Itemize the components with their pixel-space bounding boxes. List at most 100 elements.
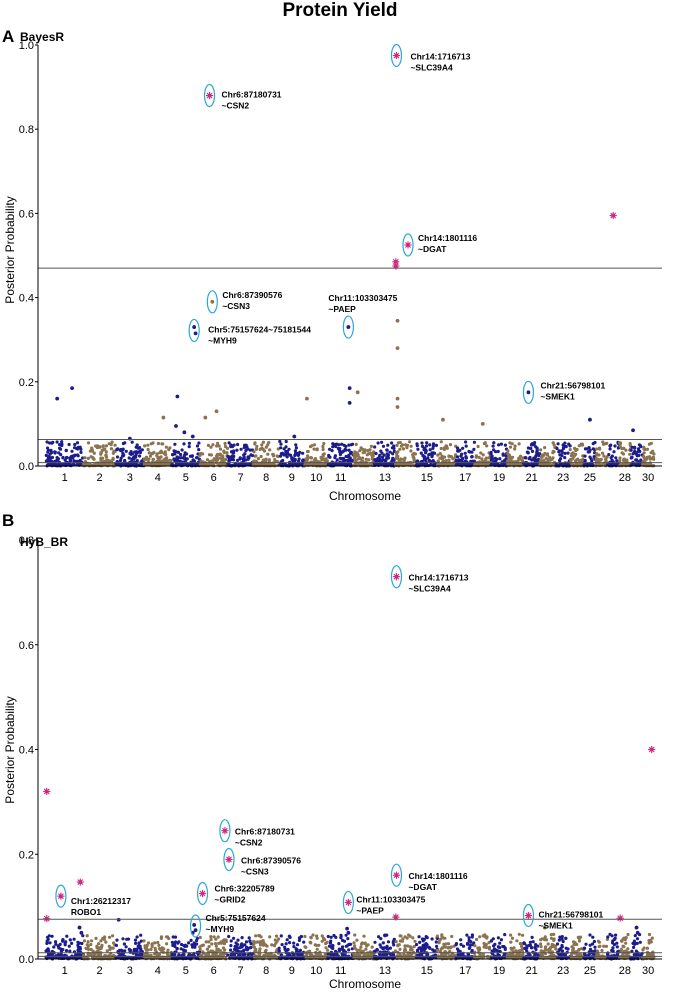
snp-point — [424, 451, 428, 455]
snp-peak-point — [480, 422, 485, 426]
snp-point — [596, 953, 600, 957]
snp-point — [118, 948, 122, 952]
panel-b-y-axis-label: Posterior Probability — [3, 696, 17, 803]
snp-point — [409, 444, 413, 448]
snp-point — [433, 949, 437, 953]
annotation-gene: ~PAEP — [328, 304, 356, 314]
x-tick-label: 25 — [584, 472, 596, 484]
snp-point — [145, 457, 149, 461]
snp-point — [554, 462, 558, 466]
snp-point — [597, 446, 602, 450]
snp-point — [68, 938, 72, 942]
annotation-label: Chr11:103303475 — [356, 894, 425, 904]
snp-point — [632, 939, 637, 943]
snp-point — [379, 449, 383, 453]
snp-point — [276, 447, 280, 451]
snp-point — [350, 442, 355, 446]
snp-point — [232, 443, 236, 447]
snp-point — [254, 454, 258, 458]
snp-point — [180, 942, 184, 947]
snp-point — [583, 454, 587, 458]
snp-point — [182, 456, 186, 460]
snp-point — [379, 937, 383, 941]
snp-point — [619, 939, 624, 943]
snp-point — [116, 447, 120, 451]
snp-point — [171, 935, 175, 939]
snp-point — [101, 448, 106, 452]
annotation-ring — [390, 43, 403, 68]
snp-point — [321, 447, 325, 452]
snp-point — [266, 452, 270, 456]
snp-point — [430, 451, 434, 455]
annotation-ring — [55, 884, 67, 908]
snp-point — [373, 940, 377, 944]
snp-peak-point — [182, 430, 187, 435]
snp-point — [552, 937, 556, 941]
snp-point — [531, 462, 535, 466]
snp-point — [236, 442, 240, 447]
x-tick-label: 4 — [155, 965, 161, 977]
snp-point — [390, 441, 394, 445]
snp-point — [243, 452, 247, 456]
snp-point — [368, 451, 372, 455]
snp-point — [388, 463, 392, 467]
snp-point — [319, 462, 323, 467]
snp-point — [535, 452, 539, 457]
snp-point — [240, 945, 244, 949]
snp-point — [393, 949, 398, 953]
snp-point — [221, 456, 225, 461]
snp-point — [524, 456, 528, 460]
snp-point — [212, 457, 216, 461]
snp-point — [368, 448, 372, 452]
snp-point — [45, 939, 49, 943]
snp-point — [628, 452, 632, 456]
snp-point — [460, 457, 464, 461]
snp-point — [427, 458, 431, 462]
snp-point — [401, 447, 405, 451]
snp-point — [179, 452, 183, 457]
snp-point — [399, 457, 403, 461]
snp-point — [602, 454, 606, 458]
snp-point — [244, 940, 249, 944]
snp-point — [405, 462, 410, 466]
snp-point — [122, 942, 126, 946]
x-tick-label: 21 — [526, 472, 538, 484]
snp-point — [467, 449, 471, 454]
snp-point — [531, 940, 535, 944]
annotation-gene: ~CSN2 — [222, 101, 250, 111]
snp-point — [155, 452, 159, 456]
snp-point — [284, 942, 288, 946]
snp-point — [340, 938, 345, 943]
snp-peak-point — [174, 424, 178, 428]
snp-point — [151, 441, 155, 445]
snp-point — [277, 937, 281, 941]
snp-point — [111, 934, 115, 938]
snp-point — [357, 456, 361, 460]
snp-point — [185, 457, 189, 461]
x-tick-label: 15 — [421, 965, 433, 977]
snp-point — [91, 456, 95, 461]
snp-point — [530, 443, 534, 447]
snp-point — [211, 443, 215, 447]
snp-point — [214, 937, 218, 941]
snp-point — [328, 447, 332, 451]
snp-point — [151, 457, 155, 462]
snp-point — [465, 942, 470, 946]
snp-point — [314, 943, 319, 948]
snp-point — [279, 446, 283, 450]
snp-point — [253, 441, 257, 445]
panel-a-x-axis-label: Chromosome — [329, 489, 401, 503]
snp-point — [109, 447, 113, 451]
snp-point — [548, 955, 552, 959]
snp-point — [416, 447, 420, 451]
snp-point — [459, 942, 463, 947]
y-tick-label: 0.2 — [19, 377, 34, 389]
x-tick-label: 6 — [211, 472, 217, 484]
snp-point — [326, 934, 330, 939]
snp-point — [86, 456, 90, 460]
snp-point — [124, 449, 128, 453]
snp-point — [312, 447, 316, 451]
snp-point — [530, 946, 534, 950]
snp-point — [392, 446, 396, 450]
snp-point — [260, 443, 264, 447]
